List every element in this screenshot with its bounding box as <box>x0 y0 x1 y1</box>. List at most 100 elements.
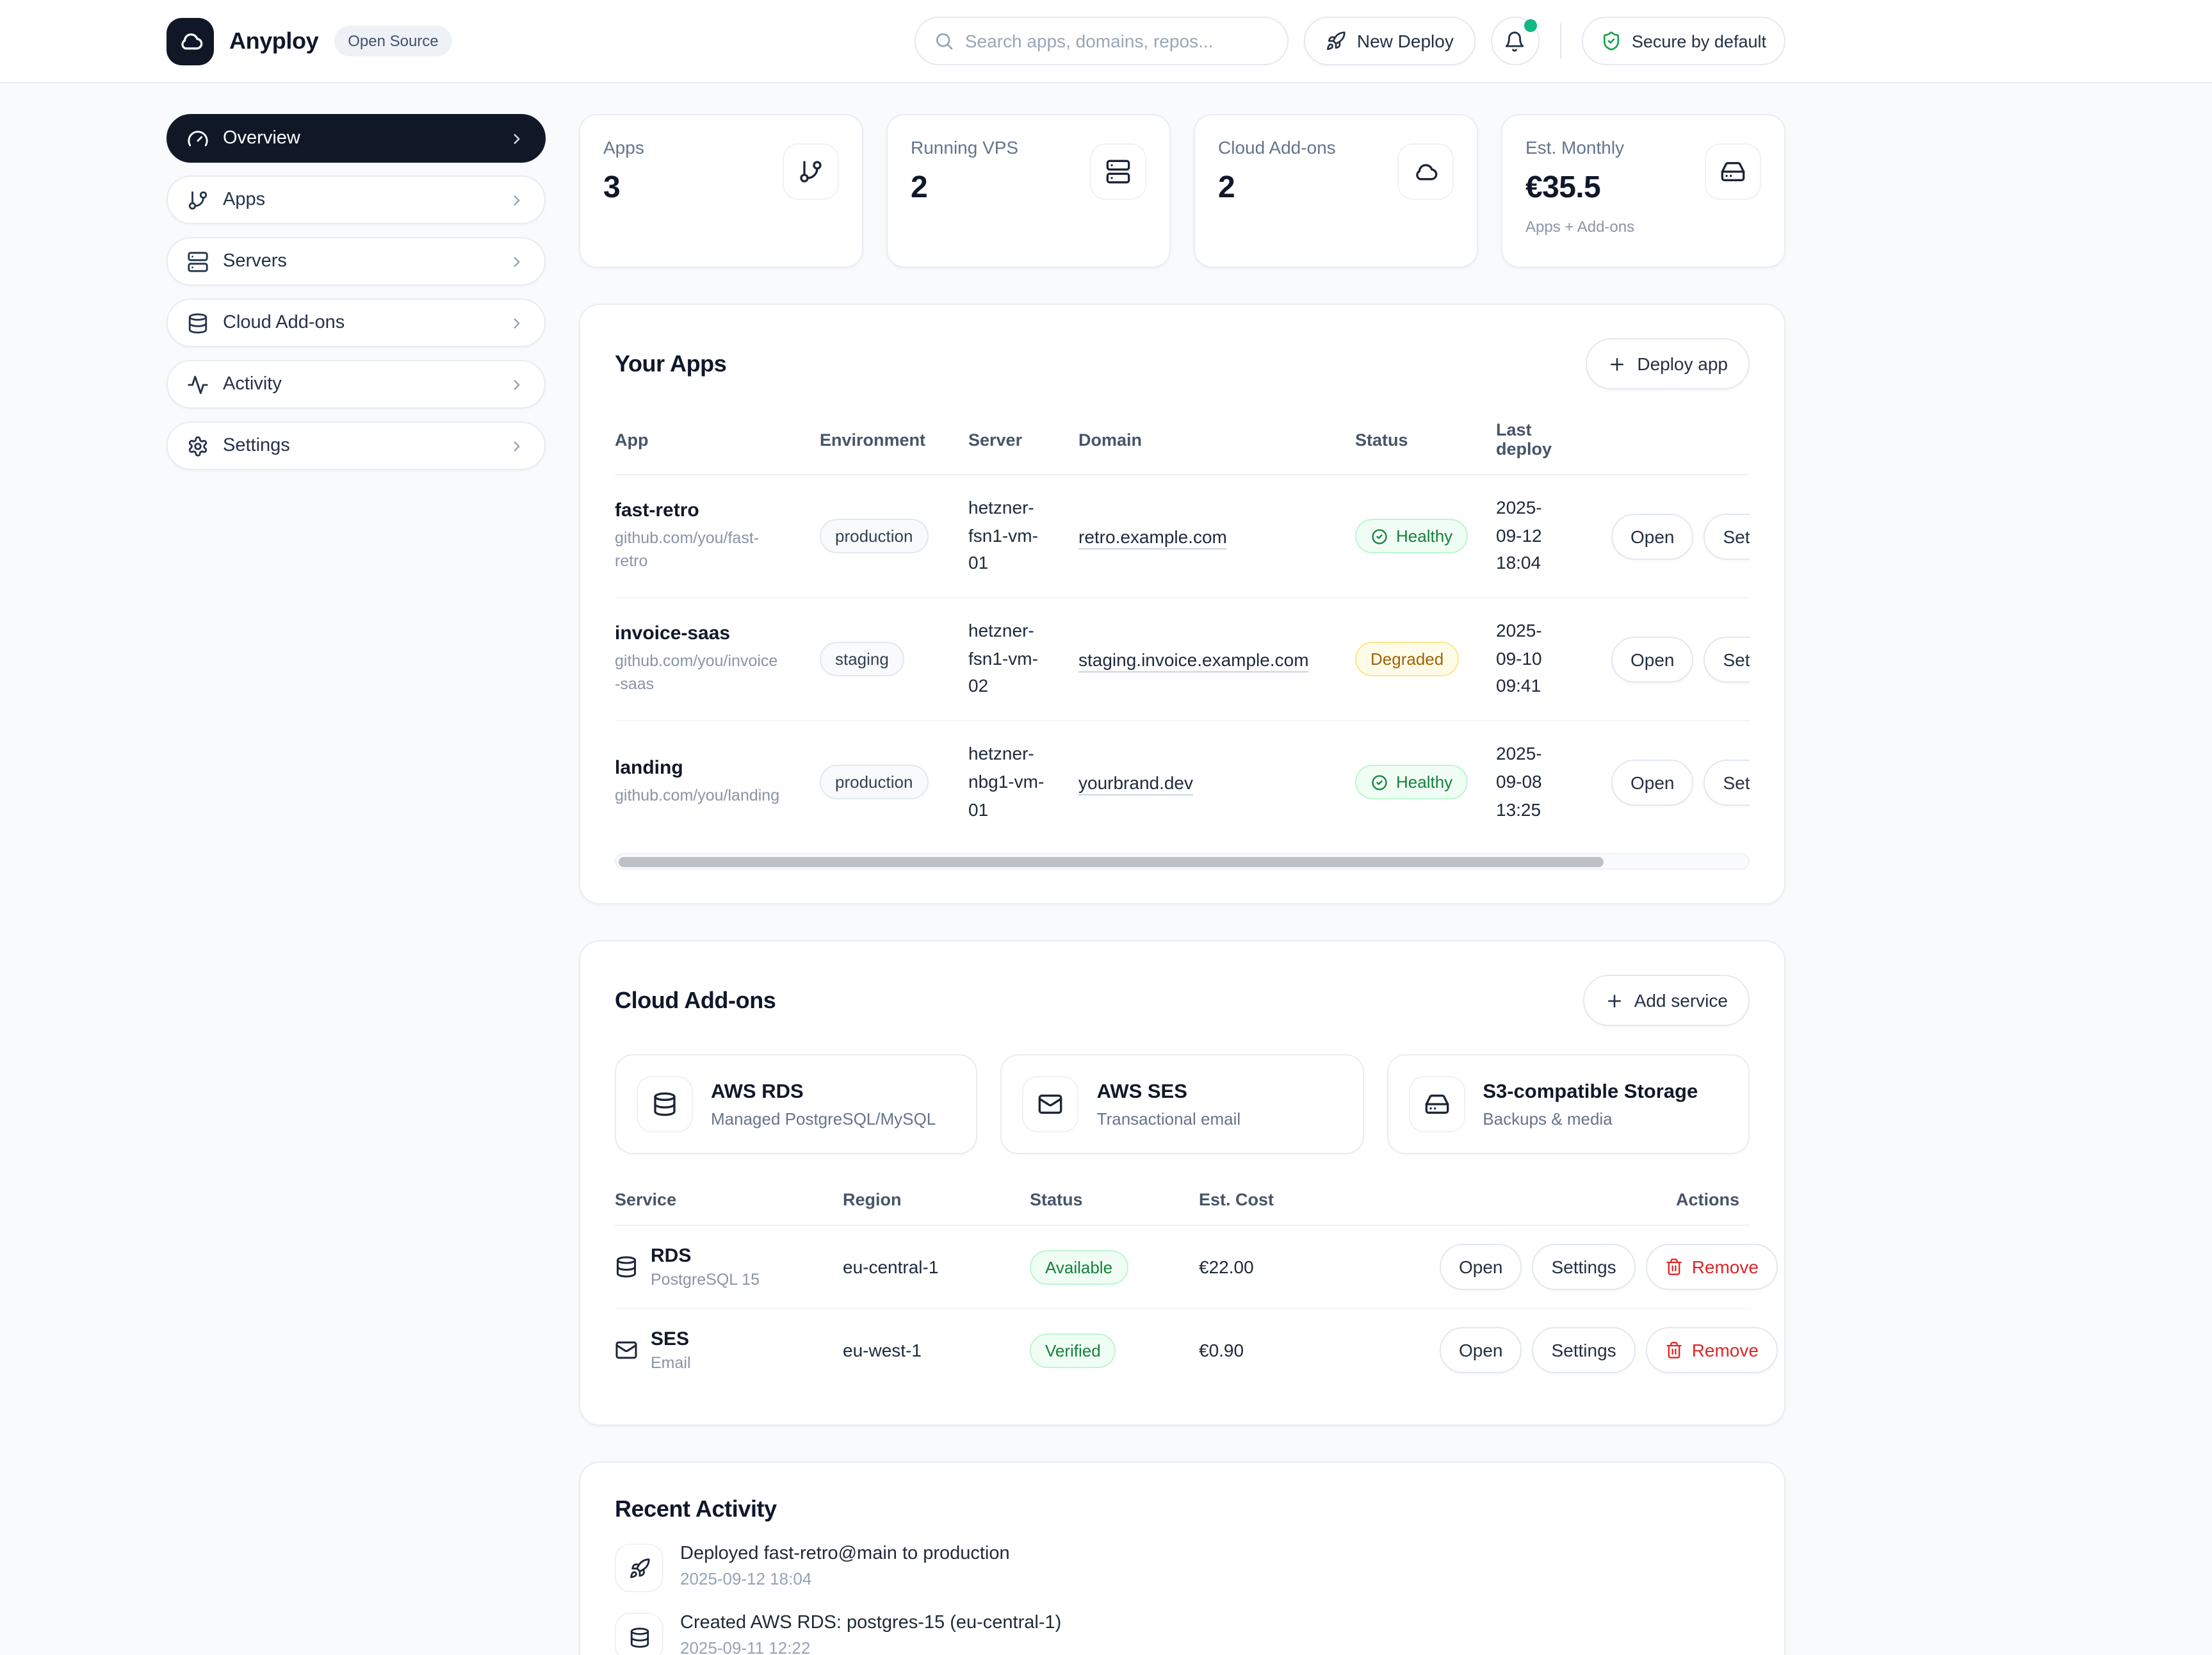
content-column: Apps 3 Running VPS 2 Cloud Add-ons 2 <box>579 114 1785 1655</box>
stat-card-running-vps: Running VPS 2 <box>886 114 1171 268</box>
stat-value: 2 <box>911 170 928 205</box>
remove-button[interactable]: Remove <box>1645 1244 1778 1291</box>
hard-drive-icon <box>1705 143 1761 200</box>
search-input[interactable] <box>964 31 1270 51</box>
sidebar-item-activity[interactable]: Activity <box>167 360 546 409</box>
search-box[interactable] <box>915 17 1289 65</box>
chevron-right-icon <box>508 253 525 270</box>
sidebar-item-label: Apps <box>223 190 266 210</box>
open-button[interactable]: Open <box>1440 1244 1522 1291</box>
services-table-header: Service Region Status Est. Cost Actions <box>615 1182 1750 1227</box>
row-actions: Open Settings <box>1611 617 1750 701</box>
brand: Anyploy Open Source <box>167 17 453 65</box>
sidebar-item-servers[interactable]: Servers <box>167 237 546 286</box>
stat-sublabel: Apps + Add-ons <box>1525 218 1635 236</box>
stat-value: 2 <box>1218 170 1235 205</box>
sidebar-item-cloud-add-ons[interactable]: Cloud Add-ons <box>167 298 546 347</box>
sidebar-item-apps[interactable]: Apps <box>167 175 546 224</box>
app-repo: github.com/you/landing <box>615 787 780 805</box>
gear-icon <box>187 435 209 457</box>
environment-badge: staging <box>820 642 904 677</box>
addon-cards: AWS RDS Managed PostgreSQL/MySQL AWS SES… <box>615 1054 1750 1155</box>
settings-button[interactable]: Settings <box>1704 513 1750 560</box>
domain-link[interactable]: staging.invoice.example.com <box>1078 649 1309 670</box>
domain-link[interactable]: retro.example.com <box>1078 526 1227 547</box>
secure-label: Secure by default <box>1631 31 1766 51</box>
column-header-actions <box>1611 432 1750 455</box>
rocket-icon <box>615 1544 663 1593</box>
row-actions: Open Settings Remove <box>1440 1309 1788 1391</box>
horizontal-scrollbar[interactable] <box>615 853 1750 870</box>
plus-icon <box>1607 354 1627 373</box>
domain-link[interactable]: yourbrand.dev <box>1078 772 1194 793</box>
settings-button[interactable]: Settings <box>1532 1244 1636 1291</box>
settings-button[interactable]: Settings <box>1532 1327 1636 1374</box>
service-region: eu-west-1 <box>843 1340 922 1361</box>
open-button[interactable]: Open <box>1611 759 1694 806</box>
notifications-button[interactable] <box>1490 17 1540 65</box>
service-cost: €0.90 <box>1199 1340 1244 1361</box>
table-row: SES Email eu-west-1 Verified €0.90 Open … <box>615 1309 1778 1391</box>
list-item: Deployed fast-retro@main to production 2… <box>615 1544 1750 1593</box>
chevron-right-icon <box>508 437 525 454</box>
rocket-icon <box>1326 31 1347 51</box>
column-header-status: Status <box>1355 430 1408 449</box>
new-deploy-button[interactable]: New Deploy <box>1304 17 1476 65</box>
activity-icon <box>187 373 209 395</box>
addon-subtitle: Managed PostgreSQL/MySQL <box>711 1109 936 1129</box>
addon-title: AWS RDS <box>711 1080 804 1103</box>
plus-icon <box>1605 991 1624 1010</box>
column-header-app: App <box>615 430 649 449</box>
stat-label: Est. Monthly <box>1525 137 1625 158</box>
add-service-button[interactable]: Add service <box>1582 975 1750 1027</box>
open-button[interactable]: Open <box>1611 513 1694 560</box>
mail-icon <box>1022 1076 1079 1133</box>
deploy-app-button[interactable]: Deploy app <box>1586 338 1750 389</box>
sidebar-item-label: Cloud Add-ons <box>223 313 345 333</box>
column-header-last-deploy: Last deploy <box>1496 420 1552 459</box>
cloud-icon <box>1397 143 1454 200</box>
status-badge: Healthy <box>1355 765 1468 800</box>
hard-drive-icon <box>1408 1076 1465 1133</box>
activity-list: Deployed fast-retro@main to production 2… <box>615 1544 1750 1655</box>
your-apps-panel: Your Apps Deploy app App Environment Ser… <box>579 304 1785 905</box>
activity-time: 2025-09-11 12:22 <box>680 1638 811 1655</box>
database-icon <box>615 1613 663 1655</box>
last-deploy: 2025-09-10 09:41 <box>1496 620 1542 696</box>
environment-badge: production <box>820 519 929 554</box>
open-button[interactable]: Open <box>1611 636 1694 683</box>
addon-card-aws-ses: AWS SES Transactional email <box>1000 1054 1364 1155</box>
open-button[interactable]: Open <box>1440 1327 1522 1374</box>
column-header-domain: Domain <box>1078 430 1143 449</box>
stats-grid: Apps 3 Running VPS 2 Cloud Add-ons 2 <box>579 114 1785 268</box>
sidebar-item-settings[interactable]: Settings <box>167 421 546 470</box>
stat-value: 3 <box>603 170 621 205</box>
addon-card-aws-rds: AWS RDS Managed PostgreSQL/MySQL <box>615 1054 978 1155</box>
check-circle-icon <box>1370 773 1388 791</box>
remove-button[interactable]: Remove <box>1645 1327 1778 1374</box>
row-actions: Open Settings <box>1611 494 1750 578</box>
add-service-label: Add service <box>1634 990 1728 1011</box>
sidebar-item-overview[interactable]: Overview <box>167 114 546 163</box>
sidebar-item-label: Settings <box>223 436 290 456</box>
chevron-right-icon <box>508 314 525 331</box>
chevron-right-icon <box>508 376 525 393</box>
app-name: fast-retro <box>615 499 699 521</box>
server-icon <box>187 250 209 272</box>
last-deploy: 2025-09-08 13:25 <box>1496 743 1542 819</box>
row-actions: Open Settings Remove <box>1440 1226 1788 1308</box>
settings-button[interactable]: Settings <box>1704 759 1750 806</box>
sidebar: Overview Apps Servers Cloud Add-ons Acti <box>167 114 546 470</box>
apps-table: App Environment Server Domain Status Las… <box>615 412 1750 843</box>
settings-button[interactable]: Settings <box>1704 636 1750 683</box>
scrollbar-thumb[interactable] <box>619 856 1604 867</box>
secure-by-default-badge: Secure by default <box>1581 17 1785 65</box>
table-row: fast-retro github.com/you/fast-retro pro… <box>615 475 1750 599</box>
shield-check-icon <box>1601 31 1622 51</box>
app-repo: github.com/you/invoice-saas <box>615 651 778 694</box>
stat-label: Cloud Add-ons <box>1218 137 1336 158</box>
column-header-est-cost: Est. Cost <box>1199 1190 1274 1210</box>
stat-card-est-monthly: Est. Monthly €35.5 Apps + Add-ons <box>1501 114 1785 268</box>
recent-activity-title: Recent Activity <box>615 1496 777 1522</box>
